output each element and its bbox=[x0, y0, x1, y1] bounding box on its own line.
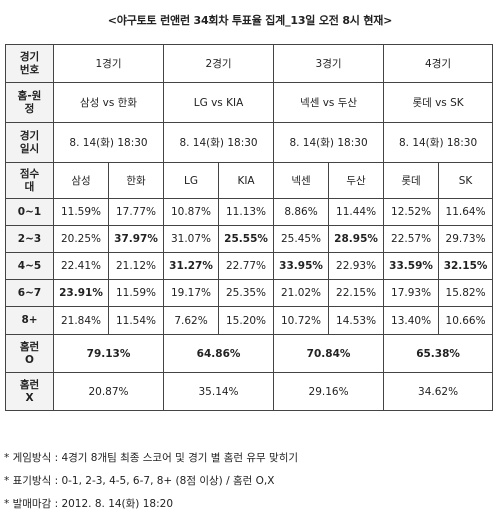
vote-cell: 22.77% bbox=[218, 252, 275, 280]
row-header-game-number: 경기 번호 bbox=[5, 44, 54, 83]
vote-cell: 22.15% bbox=[328, 279, 385, 307]
note-notation: * 표기방식 : 0-1, 2-3, 4-5, 6-7, 8+ (8점 이상) … bbox=[4, 475, 275, 487]
score-range-label: 6~7 bbox=[5, 279, 54, 307]
game-label: 3경기 bbox=[273, 44, 385, 83]
matchup: 넥센 vs 두산 bbox=[273, 82, 385, 123]
homerun-x-cell: 20.87% bbox=[52, 372, 165, 411]
page-title: <야구토토 런앤런 34회차 투표율 집계_13일 오전 8시 현재> bbox=[107, 14, 393, 27]
team-name: LG bbox=[163, 162, 220, 199]
team-name: 넥센 bbox=[273, 162, 330, 199]
row-header-game-time: 경기 일시 bbox=[5, 122, 54, 163]
vote-cell: 17.77% bbox=[107, 198, 165, 226]
vote-cell: 14.53% bbox=[328, 306, 385, 335]
vote-cell: 25.45% bbox=[273, 225, 330, 253]
vote-cell: 22.93% bbox=[328, 252, 385, 280]
team-row: 점수 대 삼성 한화 LG KIA 넥센 두산 롯데 SK bbox=[5, 162, 494, 199]
score-row: 0~1 11.59% 17.77% 10.87% 11.13% 8.86% 11… bbox=[5, 198, 494, 226]
vote-cell: 7.62% bbox=[163, 306, 220, 335]
vote-cell: 15.20% bbox=[218, 306, 275, 335]
vote-cell: 21.84% bbox=[53, 306, 109, 335]
row-header-score-range: 점수 대 bbox=[5, 162, 54, 199]
team-name: 롯데 bbox=[383, 162, 440, 199]
homerun-x-cell: 35.14% bbox=[163, 372, 275, 411]
vote-cell: 11.59% bbox=[107, 279, 165, 307]
matchup: 삼성 vs 한화 bbox=[52, 82, 165, 123]
vote-cell-top: 33.59% bbox=[383, 252, 440, 280]
game-label: 4경기 bbox=[383, 44, 494, 83]
game-label: 2경기 bbox=[163, 44, 275, 83]
notes: * 게임방식 : 4경기 8개팀 최종 스코어 및 경기 별 홈런 유무 맞히기… bbox=[4, 447, 298, 516]
score-range-label: 0~1 bbox=[5, 198, 54, 226]
vote-cell-top: 28.95% bbox=[328, 225, 385, 253]
note-deadline: * 발매마감 : 2012. 8. 14(화) 18:20 bbox=[4, 498, 174, 510]
homerun-o-cell: 70.84% bbox=[273, 334, 385, 373]
homerun-x-cell: 34.62% bbox=[383, 372, 494, 411]
vote-cell: 11.54% bbox=[107, 306, 165, 335]
vote-cell-top: 31.27% bbox=[163, 252, 220, 280]
vote-cell: 10.72% bbox=[273, 306, 330, 335]
vote-cell: 20.25% bbox=[53, 225, 109, 253]
homerun-o-cell: 65.38% bbox=[383, 334, 494, 373]
row-header-home-away: 홈-원 정 bbox=[5, 82, 54, 123]
homerun-x-row: 홈런 X 20.87% 35.14% 29.16% 34.62% bbox=[5, 372, 494, 411]
vote-cell: 8.86% bbox=[273, 198, 330, 226]
homerun-x-cell: 29.16% bbox=[273, 372, 385, 411]
team-name: 삼성 bbox=[53, 162, 109, 199]
game-datetime: 8. 14(화) 18:30 bbox=[273, 122, 385, 163]
score-row: 4~5 22.41% 21.12% 31.27% 22.77% 33.95% 2… bbox=[5, 252, 494, 280]
score-range-label: 8+ bbox=[5, 306, 54, 335]
vote-cell: 12.52% bbox=[383, 198, 440, 226]
datetime-row: 경기 일시 8. 14(화) 18:30 8. 14(화) 18:30 8. 14… bbox=[5, 122, 494, 163]
team-name: 한화 bbox=[107, 162, 165, 199]
game-label: 1경기 bbox=[52, 44, 165, 83]
vote-cell: 15.82% bbox=[438, 279, 494, 307]
vote-cell-top: 25.55% bbox=[218, 225, 275, 253]
homerun-o-cell: 64.86% bbox=[163, 334, 275, 373]
vote-cell: 21.12% bbox=[107, 252, 165, 280]
vote-cell-top: 23.91% bbox=[53, 279, 109, 307]
homerun-o-cell: 79.13% bbox=[52, 334, 165, 373]
game-datetime: 8. 14(화) 18:30 bbox=[163, 122, 275, 163]
vote-cell: 25.35% bbox=[218, 279, 275, 307]
vote-cell: 11.13% bbox=[218, 198, 275, 226]
vote-cell-top: 32.15% bbox=[438, 252, 494, 280]
vote-cell-top: 37.97% bbox=[107, 225, 165, 253]
score-range-label: 2~3 bbox=[5, 225, 54, 253]
vote-cell: 29.73% bbox=[438, 225, 494, 253]
vote-cell: 11.64% bbox=[438, 198, 494, 226]
score-range-label: 4~5 bbox=[5, 252, 54, 280]
game-datetime: 8. 14(화) 18:30 bbox=[52, 122, 165, 163]
vote-cell: 10.87% bbox=[163, 198, 220, 226]
row-header-homerun-o: 홈런 O bbox=[5, 334, 54, 373]
vote-cell: 17.93% bbox=[383, 279, 440, 307]
row-header-homerun-x: 홈런 X bbox=[5, 372, 54, 411]
team-name: SK bbox=[438, 162, 494, 199]
vote-cell-top: 33.95% bbox=[273, 252, 330, 280]
score-row: 6~7 23.91% 11.59% 19.17% 25.35% 21.02% 2… bbox=[5, 279, 494, 307]
vote-cell: 22.41% bbox=[53, 252, 109, 280]
matchup: 롯데 vs SK bbox=[383, 82, 494, 123]
vote-cell: 22.57% bbox=[383, 225, 440, 253]
homerun-o-row: 홈런 O 79.13% 64.86% 70.84% 65.38% bbox=[5, 334, 494, 373]
game-datetime: 8. 14(화) 18:30 bbox=[383, 122, 494, 163]
vote-rate-table: 경기 번호 1경기 2경기 3경기 4경기 홈-원 정 삼성 vs 한화 LG vs… bbox=[5, 44, 494, 411]
vote-cell: 13.40% bbox=[383, 306, 440, 335]
note-game-method: * 게임방식 : 4경기 8개팀 최종 스코어 및 경기 별 홈런 유무 맞히기 bbox=[4, 452, 299, 464]
team-name: 두산 bbox=[328, 162, 385, 199]
matchup: LG vs KIA bbox=[163, 82, 275, 123]
vote-cell: 31.07% bbox=[163, 225, 220, 253]
score-row: 8+ 21.84% 11.54% 7.62% 15.20% 10.72% 14.… bbox=[5, 306, 494, 335]
matchup-row: 홈-원 정 삼성 vs 한화 LG vs KIA 넥센 vs 두산 롯데 vs S… bbox=[5, 82, 494, 123]
vote-cell: 19.17% bbox=[163, 279, 220, 307]
game-number-row: 경기 번호 1경기 2경기 3경기 4경기 bbox=[5, 44, 494, 83]
vote-cell: 11.59% bbox=[53, 198, 109, 226]
vote-cell: 11.44% bbox=[328, 198, 385, 226]
vote-cell: 21.02% bbox=[273, 279, 330, 307]
score-row: 2~3 20.25% 37.97% 31.07% 25.55% 25.45% 2… bbox=[5, 225, 494, 253]
vote-cell: 10.66% bbox=[438, 306, 494, 335]
team-name: KIA bbox=[218, 162, 275, 199]
